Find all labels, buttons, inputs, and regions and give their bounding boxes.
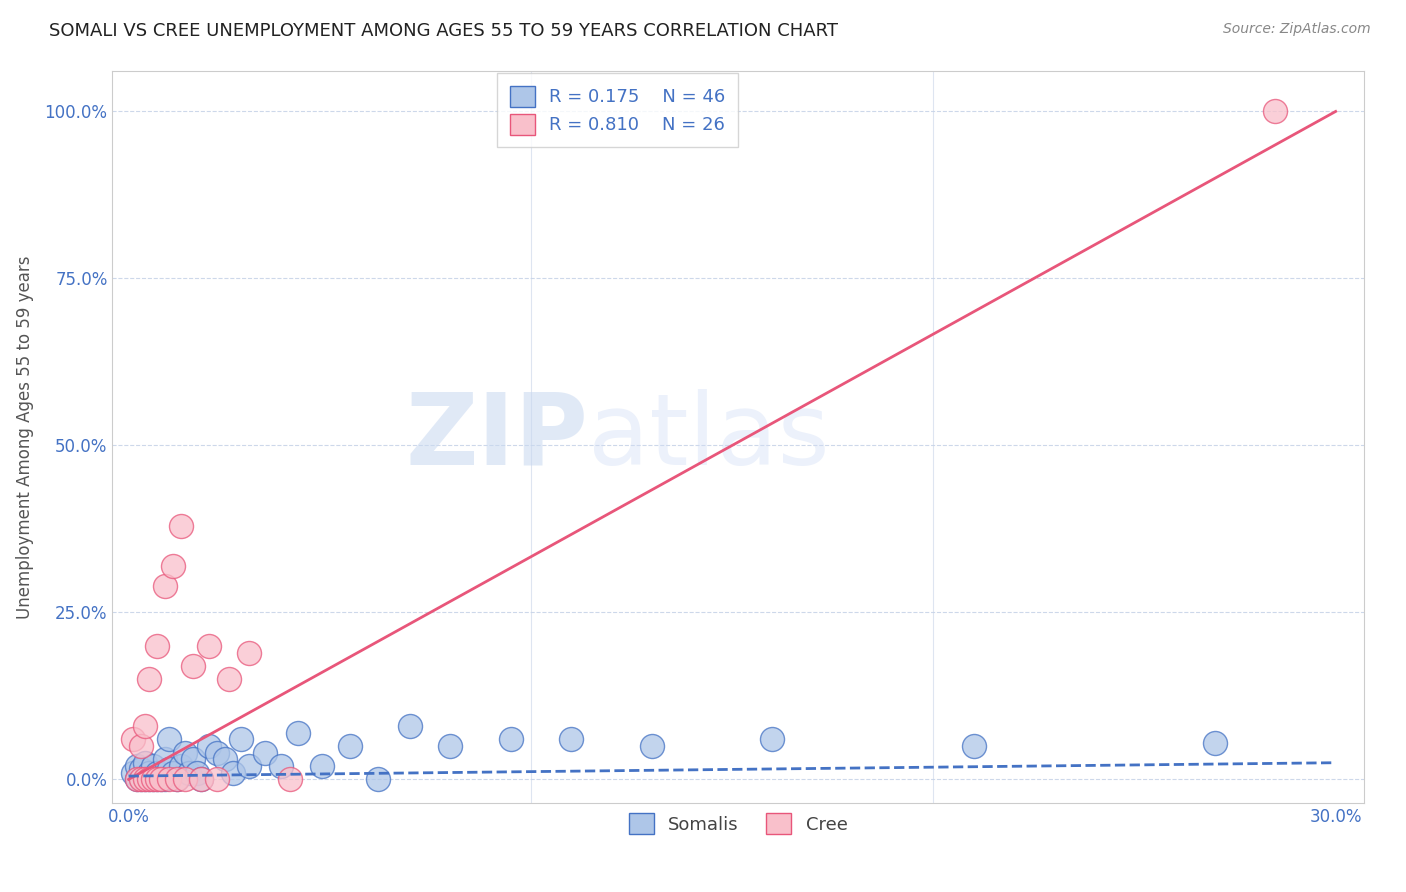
Point bbox=[270, 759, 292, 773]
Point bbox=[238, 646, 260, 660]
Point bbox=[125, 759, 148, 773]
Point bbox=[218, 672, 240, 686]
Point bbox=[339, 739, 361, 753]
Point bbox=[278, 772, 301, 787]
Point bbox=[170, 518, 193, 533]
Point bbox=[145, 772, 167, 787]
Point bbox=[138, 772, 160, 787]
Point bbox=[170, 759, 193, 773]
Text: ZIP: ZIP bbox=[405, 389, 588, 485]
Point bbox=[157, 763, 180, 777]
Point bbox=[1264, 104, 1286, 119]
Point bbox=[129, 772, 152, 787]
Point bbox=[166, 772, 188, 787]
Point bbox=[142, 759, 165, 773]
Point bbox=[1204, 736, 1226, 750]
Point bbox=[142, 772, 165, 787]
Point bbox=[214, 752, 236, 766]
Point bbox=[134, 719, 156, 733]
Point bbox=[205, 746, 228, 760]
Point bbox=[125, 772, 148, 787]
Point bbox=[287, 725, 309, 739]
Point bbox=[125, 772, 148, 787]
Point bbox=[153, 579, 176, 593]
Point bbox=[145, 765, 167, 780]
Point bbox=[138, 772, 160, 787]
Point bbox=[367, 772, 389, 787]
Point bbox=[198, 739, 221, 753]
Text: atlas: atlas bbox=[588, 389, 830, 485]
Point bbox=[153, 772, 176, 787]
Point bbox=[129, 763, 152, 777]
Point bbox=[311, 759, 333, 773]
Point bbox=[162, 558, 184, 573]
Point bbox=[134, 756, 156, 770]
Point bbox=[181, 658, 204, 673]
Point bbox=[157, 772, 180, 787]
Point bbox=[149, 772, 172, 787]
Point bbox=[129, 739, 152, 753]
Point bbox=[166, 772, 188, 787]
Y-axis label: Unemployment Among Ages 55 to 59 years: Unemployment Among Ages 55 to 59 years bbox=[15, 255, 34, 619]
Point bbox=[439, 739, 461, 753]
Point bbox=[761, 732, 783, 747]
Point bbox=[238, 759, 260, 773]
Point bbox=[134, 772, 156, 787]
Point bbox=[190, 772, 212, 787]
Point bbox=[560, 732, 582, 747]
Point bbox=[177, 765, 200, 780]
Point bbox=[399, 719, 422, 733]
Legend: Somalis, Cree: Somalis, Cree bbox=[621, 806, 855, 841]
Point bbox=[205, 772, 228, 787]
Point bbox=[129, 772, 152, 787]
Point bbox=[138, 765, 160, 780]
Point bbox=[142, 772, 165, 787]
Point bbox=[231, 732, 253, 747]
Point bbox=[157, 732, 180, 747]
Point bbox=[181, 752, 204, 766]
Point bbox=[222, 765, 245, 780]
Point bbox=[190, 772, 212, 787]
Point bbox=[174, 772, 197, 787]
Point bbox=[134, 772, 156, 787]
Point bbox=[138, 672, 160, 686]
Point bbox=[254, 746, 277, 760]
Point bbox=[186, 765, 208, 780]
Text: SOMALI VS CREE UNEMPLOYMENT AMONG AGES 55 TO 59 YEARS CORRELATION CHART: SOMALI VS CREE UNEMPLOYMENT AMONG AGES 5… bbox=[49, 22, 838, 40]
Point bbox=[121, 765, 143, 780]
Point bbox=[174, 746, 197, 760]
Point bbox=[149, 772, 172, 787]
Point bbox=[499, 732, 522, 747]
Point bbox=[962, 739, 984, 753]
Point bbox=[145, 772, 167, 787]
Point bbox=[162, 765, 184, 780]
Point bbox=[153, 752, 176, 766]
Text: Source: ZipAtlas.com: Source: ZipAtlas.com bbox=[1223, 22, 1371, 37]
Point bbox=[145, 639, 167, 653]
Point bbox=[640, 739, 662, 753]
Point bbox=[198, 639, 221, 653]
Point bbox=[121, 732, 143, 747]
